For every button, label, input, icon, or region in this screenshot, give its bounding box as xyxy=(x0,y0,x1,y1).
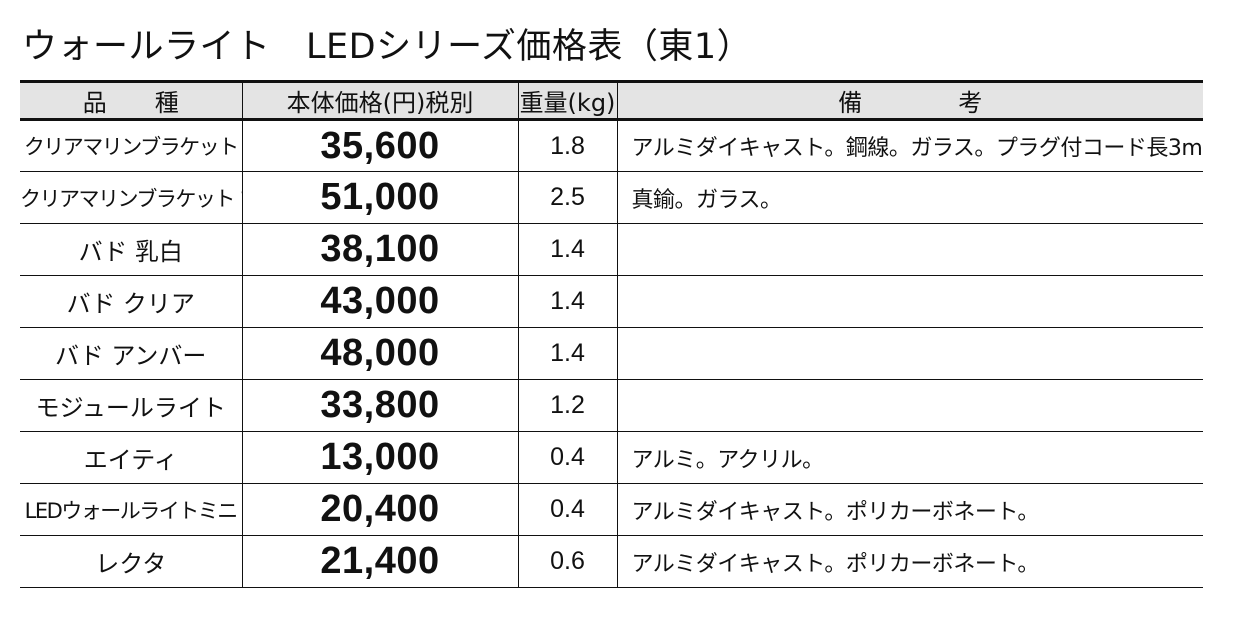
product-weight: 2.5 xyxy=(517,171,617,224)
table-row: LEDウォールライトミニ 20,400 0.4 アルミダイキャスト。ポリカーボネ… xyxy=(20,483,1203,536)
product-note xyxy=(616,223,1203,276)
product-name: クリアマリンブラケット xyxy=(20,119,242,172)
product-note xyxy=(616,275,1203,328)
product-note: アルミダイキャスト。鋼線。ガラス。プラグ付コード長3m。 xyxy=(616,119,1203,172)
product-weight: 1.4 xyxy=(517,327,617,380)
product-price: 33,800 xyxy=(241,379,518,432)
product-name: バド アンバー xyxy=(20,327,242,380)
product-note: アルミ。アクリル。 xyxy=(616,431,1203,484)
table-row: モジュールライト 33,800 1.2 xyxy=(20,379,1203,432)
product-name: エイティ xyxy=(20,431,242,484)
product-weight: 1.4 xyxy=(517,275,617,328)
table-header-row: 品 種 本体価格(円)税別 重量(kg) 備 考 xyxy=(20,80,1203,121)
product-name: モジュールライト xyxy=(20,379,242,432)
product-price: 51,000 xyxy=(241,171,518,224)
product-price: 21,400 xyxy=(241,535,518,588)
header-name: 品 種 xyxy=(20,80,242,121)
product-weight: 0.6 xyxy=(517,535,617,588)
product-weight: 1.2 xyxy=(517,379,617,432)
table-row: レクタ 21,400 0.6 アルミダイキャスト。ポリカーボネート。 xyxy=(20,535,1203,588)
header-price: 本体価格(円)税別 xyxy=(241,80,518,121)
table-row: バド クリア 43,000 1.4 xyxy=(20,275,1203,328)
product-name: バド クリア xyxy=(20,275,242,328)
table-row: クリアマリンブラケット 35,600 1.8 アルミダイキャスト。鋼線。ガラス。… xyxy=(20,119,1203,172)
product-note: アルミダイキャスト。ポリカーボネート。 xyxy=(616,483,1203,536)
product-price: 35,600 xyxy=(241,119,518,172)
product-note xyxy=(616,327,1203,380)
table-row: クリアマリンブラケット ブラス 51,000 2.5 真鍮。ガラス。 xyxy=(20,171,1203,224)
header-note: 備 考 xyxy=(616,80,1203,121)
product-note: 真鍮。ガラス。 xyxy=(616,171,1203,224)
product-price: 43,000 xyxy=(241,275,518,328)
product-weight: 1.8 xyxy=(517,119,617,172)
product-weight: 0.4 xyxy=(517,483,617,536)
header-weight: 重量(kg) xyxy=(517,80,617,121)
product-name: バド 乳白 xyxy=(20,223,242,276)
table-row: エイティ 13,000 0.4 アルミ。アクリル。 xyxy=(20,431,1203,484)
product-price: 20,400 xyxy=(241,483,518,536)
price-table: 品 種 本体価格(円)税別 重量(kg) 備 考 クリアマリンブラケット 35,… xyxy=(20,80,1203,588)
table-row: バド アンバー 48,000 1.4 xyxy=(20,327,1203,380)
product-note: アルミダイキャスト。ポリカーボネート。 xyxy=(616,535,1203,588)
product-price: 38,100 xyxy=(241,223,518,276)
product-name: レクタ xyxy=(20,535,242,588)
table-row: バド 乳白 38,100 1.4 xyxy=(20,223,1203,276)
product-weight: 1.4 xyxy=(517,223,617,276)
product-weight: 0.4 xyxy=(517,431,617,484)
product-name: LEDウォールライトミニ xyxy=(20,483,242,536)
product-price: 48,000 xyxy=(241,327,518,380)
product-note xyxy=(616,379,1203,432)
page-title: ウォールライト LEDシリーズ価格表（東1） xyxy=(22,27,753,67)
product-name: クリアマリンブラケット ブラス xyxy=(20,171,242,224)
product-price: 13,000 xyxy=(241,431,518,484)
